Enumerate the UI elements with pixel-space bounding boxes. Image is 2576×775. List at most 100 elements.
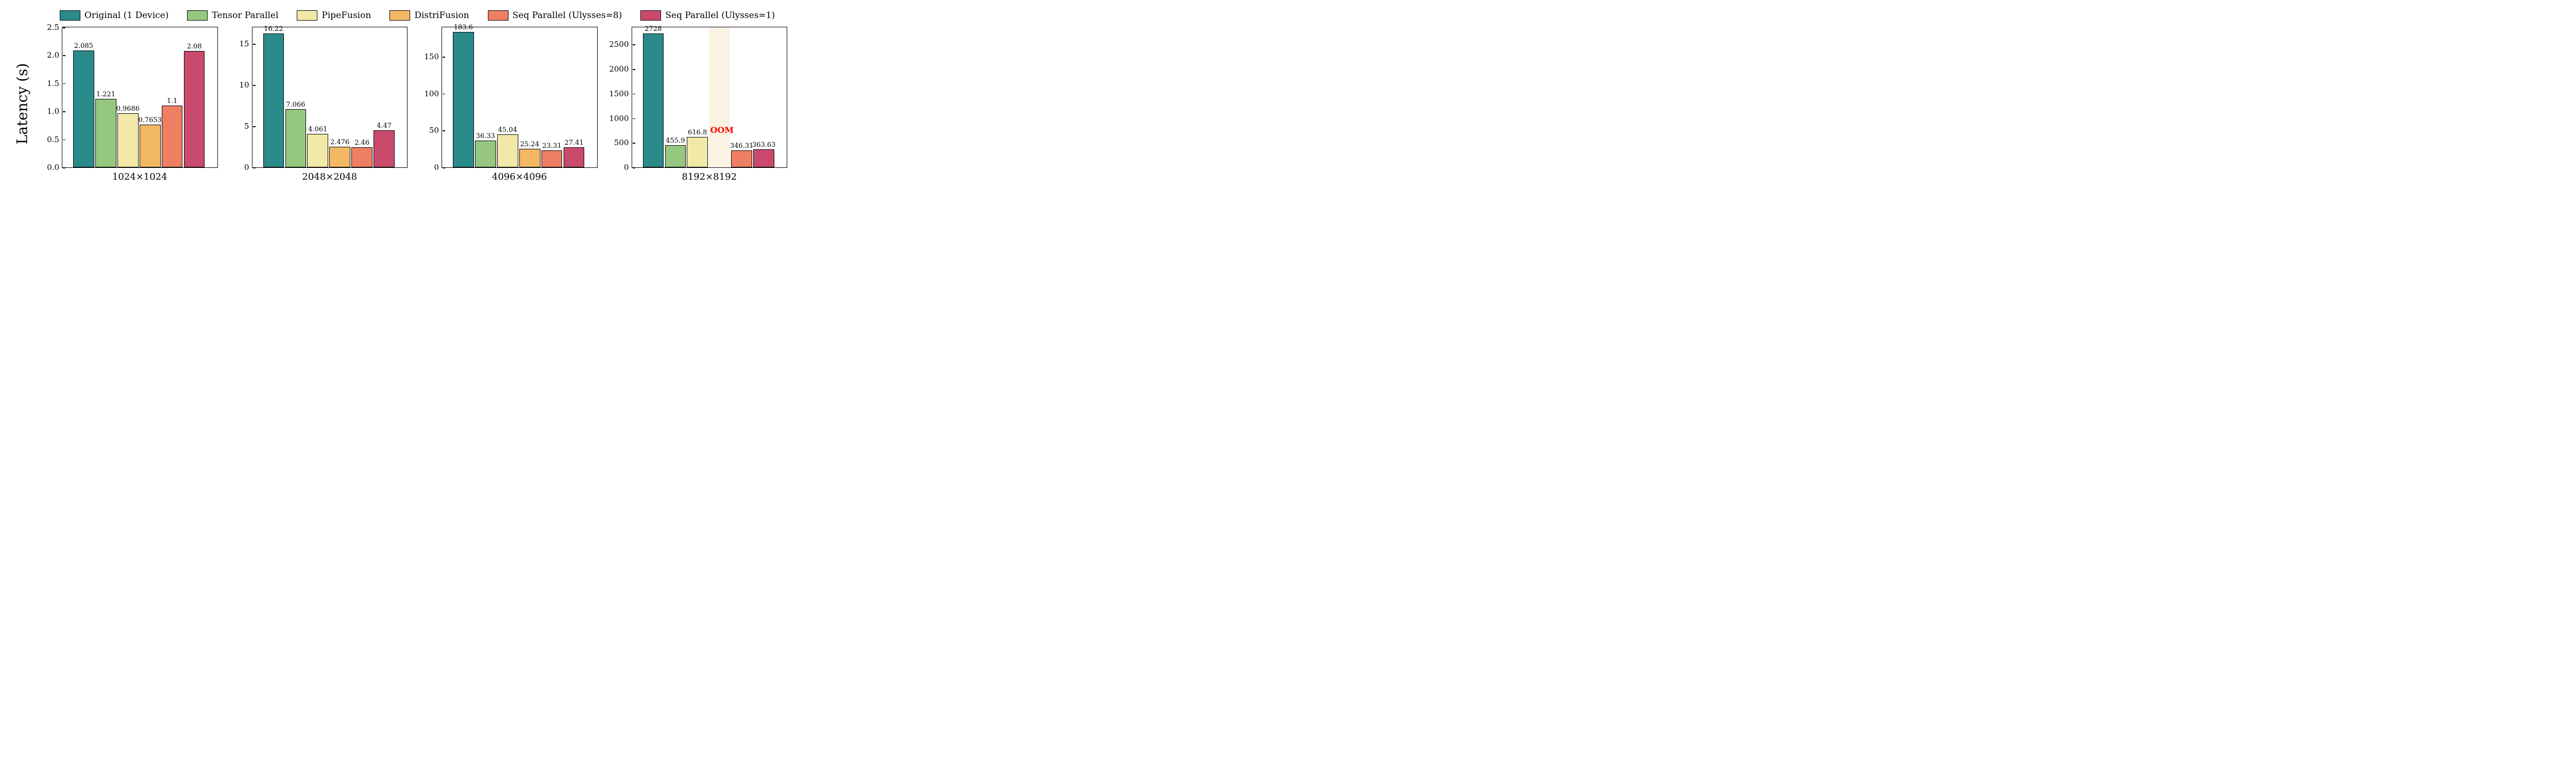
bar: 27.41	[564, 147, 585, 167]
bar: 2.46	[351, 147, 372, 167]
bar-value-label: 2728	[645, 25, 662, 34]
bar-value-label: 346.31	[730, 142, 754, 151]
latency-bar-charts: Original (1 Device) Tensor Parallel PipeFu…	[10, 10, 793, 202]
y-tick: 2500	[609, 40, 632, 49]
y-tick: 1500	[609, 89, 632, 98]
y-tick: 500	[614, 138, 632, 147]
y-tick: 15	[239, 39, 252, 48]
bar-value-label: 2.085	[74, 42, 93, 51]
bar: 1.1	[162, 106, 183, 167]
bar-value-label: 455.9	[666, 137, 685, 146]
bar: 0.9686	[117, 113, 139, 167]
legend-label: Seq Parallel (Ulysses=1)	[665, 10, 775, 21]
legend-label: Seq Parallel (Ulysses=8)	[513, 10, 622, 21]
y-tick: 150	[424, 52, 442, 61]
bar: 36.33	[475, 141, 496, 167]
oom-band	[709, 27, 730, 167]
plot-area: 0.00.51.01.52.02.52.0851.2210.96860.7653…	[62, 27, 218, 168]
x-axis-label: 2048×2048	[252, 171, 408, 182]
bar-value-label: 363.63	[752, 141, 776, 150]
subplot: 0.00.51.01.52.02.52.0851.2210.96860.7653…	[35, 24, 224, 183]
bar-value-label: 0.7653	[138, 116, 162, 125]
y-tick: 0	[434, 163, 442, 172]
x-axis-label: 8192×8192	[632, 171, 788, 182]
bar: 2728	[643, 33, 664, 167]
bar-value-label: 183.6	[454, 24, 473, 32]
bar-value-label: 0.9686	[116, 105, 140, 114]
y-tick: 0.5	[47, 135, 62, 144]
y-tick: 100	[424, 89, 442, 98]
bar-value-label: 1.1	[167, 97, 178, 106]
plot-area: 050100150183.636.3345.0425.2423.3127.41	[442, 27, 598, 168]
legend-item: PipeFusion	[297, 10, 371, 21]
legend-swatch	[60, 10, 80, 21]
bar: 45.04	[497, 134, 518, 167]
legend-item: Seq Parallel (Ulysses=8)	[488, 10, 622, 21]
y-tick: 0.0	[47, 163, 62, 172]
bar: 16.22	[263, 33, 284, 167]
x-axis-label: 1024×1024	[62, 171, 218, 182]
x-axis-label: 4096×4096	[442, 171, 598, 182]
bar: 183.6	[453, 32, 474, 167]
oom-label: OOM	[710, 125, 734, 135]
panel-container: 0.00.51.01.52.02.52.0851.2210.96860.7653…	[34, 24, 793, 183]
legend-item: Original (1 Device)	[60, 10, 169, 21]
bar-value-label: 25.24	[520, 141, 539, 149]
legend-item: Tensor Parallel	[187, 10, 278, 21]
legend-label: PipeFusion	[321, 10, 371, 21]
bar: 4.061	[307, 134, 328, 167]
bar: 23.31	[541, 150, 563, 167]
legend-label: DistriFusion	[414, 10, 469, 21]
bar: 1.221	[95, 99, 116, 167]
y-tick: 1.5	[47, 79, 62, 88]
bars: 2.0851.2210.96860.76531.12.08	[62, 27, 217, 167]
bar: 2.085	[73, 50, 94, 167]
y-tick: 0	[624, 163, 632, 172]
bar-value-label: 4.061	[308, 126, 327, 134]
y-tick: 1.0	[47, 107, 62, 116]
bar-value-label: 1.221	[96, 91, 115, 99]
plot-area: 05101516.227.0664.0612.4762.464.47	[252, 27, 408, 168]
legend-swatch	[640, 10, 661, 21]
bar: 7.066	[285, 109, 307, 167]
bar: 0.7653	[140, 125, 161, 167]
bar-value-label: 4.47	[377, 122, 392, 131]
y-tick: 1000	[609, 114, 632, 123]
bar: 2.476	[329, 147, 350, 167]
panels-row: Latency (s) 0.00.51.01.52.02.52.0851.221…	[10, 24, 793, 183]
y-tick: 0	[244, 163, 252, 172]
bar-value-label: 2.476	[330, 139, 349, 147]
y-tick: 2.0	[47, 50, 62, 60]
bar-value-label: 36.33	[476, 132, 495, 141]
y-tick: 2000	[609, 64, 632, 74]
bar-value-label: 27.41	[565, 139, 584, 148]
bars: 183.636.3345.0425.2423.3127.41	[442, 27, 597, 167]
y-tick: 5	[244, 122, 252, 131]
legend-swatch	[488, 10, 509, 21]
bar-value-label: 7.066	[286, 101, 305, 110]
bar-value-label: 23.31	[543, 142, 562, 151]
y-axis-label-wrap: Latency (s)	[10, 24, 34, 183]
subplot: 050100150183.636.3345.0425.2423.3127.414…	[415, 24, 604, 183]
bar: 363.63	[753, 149, 774, 167]
bar-value-label: 2.46	[354, 139, 369, 148]
y-tick: 2.5	[47, 23, 62, 32]
y-tick: 50	[429, 126, 442, 135]
bar-value-label: 2.08	[187, 43, 202, 51]
y-tick: 10	[239, 80, 252, 90]
legend-label: Original (1 Device)	[84, 10, 169, 21]
bar: 25.24	[519, 149, 540, 167]
bar-value-label: 16.22	[264, 25, 283, 34]
plot-area: 050010001500200025002728455.9616.8OOM346…	[632, 27, 788, 168]
bar-value-label: 616.8	[688, 129, 707, 137]
bar: 616.8	[687, 137, 708, 167]
bar: 4.47	[374, 130, 395, 167]
legend-swatch	[187, 10, 208, 21]
subplot: 050010001500200025002728455.9616.8OOM346…	[605, 24, 794, 183]
subplot: 05101516.227.0664.0612.4762.464.472048×2…	[225, 24, 414, 183]
legend-swatch	[297, 10, 317, 21]
bars: 16.227.0664.0612.4762.464.47	[252, 27, 408, 167]
legend-item: Seq Parallel (Ulysses=1)	[640, 10, 775, 21]
bar: 455.9	[665, 145, 686, 168]
y-axis-label: Latency (s)	[14, 63, 31, 144]
